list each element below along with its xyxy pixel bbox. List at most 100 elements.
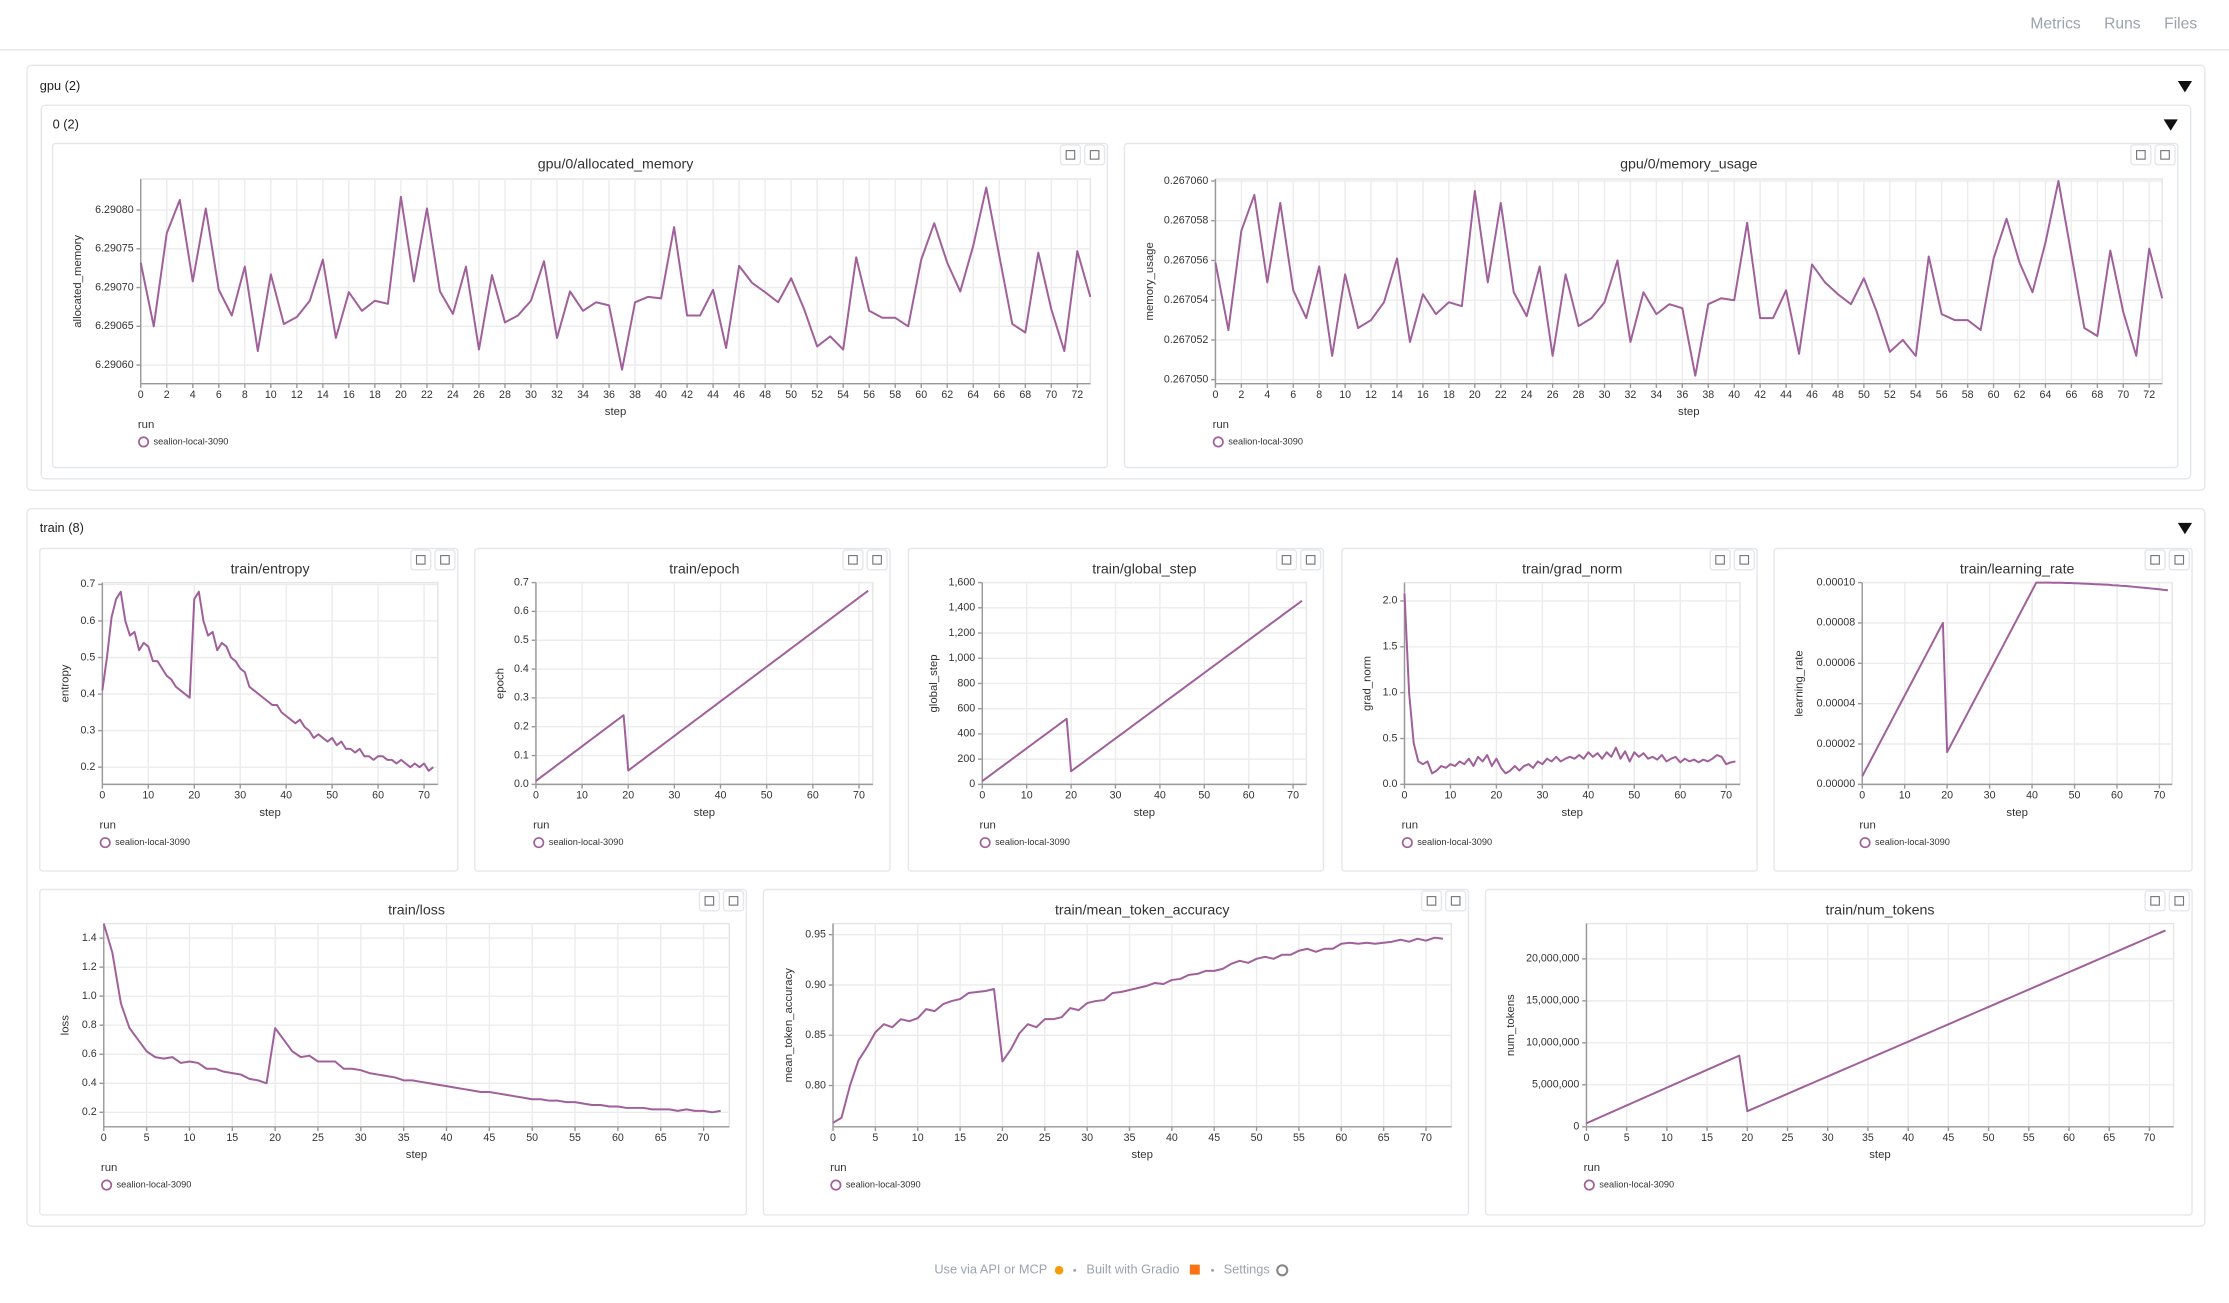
- x-tick-label: 20: [1941, 790, 1953, 802]
- fullscreen-button[interactable]: [1733, 549, 1755, 571]
- legend-label[interactable]: sealion-local-3090: [1875, 837, 1950, 847]
- nav-link[interactable]: Metrics: [2030, 15, 2081, 32]
- footer-link[interactable]: Use via API or MCP: [934, 1262, 1047, 1277]
- legend-marker[interactable]: [979, 837, 991, 849]
- x-tick-label: 45: [483, 1132, 495, 1144]
- nav-link[interactable]: Runs: [2104, 15, 2141, 32]
- chart-title: train/mean_token_accuracy: [1055, 903, 1230, 919]
- download-button[interactable]: [410, 549, 432, 571]
- legend-marker[interactable]: [138, 436, 150, 448]
- legend-title: run: [533, 820, 549, 832]
- x-tick-label: 44: [707, 389, 719, 401]
- fullscreen-button[interactable]: [1300, 549, 1322, 571]
- section-title[interactable]: gpu (2): [40, 78, 81, 93]
- y-tick-label: 1.0: [82, 990, 97, 1002]
- section-title[interactable]: train (8): [40, 520, 84, 535]
- x-tick-label: 50: [2069, 790, 2081, 802]
- x-tick-label: 15: [1701, 1132, 1713, 1144]
- x-tick-label: 60: [1335, 1132, 1347, 1144]
- legend-marker[interactable]: [1212, 436, 1224, 448]
- legend-marker[interactable]: [1859, 837, 1871, 849]
- chart-title: train/loss: [388, 903, 445, 919]
- nav-link[interactable]: Files: [2164, 15, 2197, 32]
- y-tick-label: 400: [957, 728, 975, 740]
- y-tick-label: 6.29070: [95, 281, 134, 293]
- y-tick-label: 0.1: [514, 749, 529, 761]
- x-tick-label: 6: [216, 389, 222, 401]
- legend-label[interactable]: sealion-local-3090: [117, 1180, 192, 1190]
- collapse-toggle[interactable]: [2177, 80, 2193, 93]
- fullscreen-button[interactable]: [1083, 144, 1106, 166]
- download-button[interactable]: [698, 890, 721, 912]
- fullscreen-button[interactable]: [2154, 144, 2176, 166]
- download-button[interactable]: [1275, 549, 1298, 571]
- legend-label[interactable]: sealion-local-3090: [115, 837, 190, 847]
- x-tick-label: 18: [369, 389, 381, 401]
- y-tick-label: 0.80: [805, 1079, 826, 1091]
- download-button[interactable]: [2130, 144, 2152, 166]
- x-tick-label: 10: [1021, 790, 1033, 802]
- y-tick-label: 1,600: [949, 576, 976, 588]
- y-tick-label: 5,000,000: [1532, 1079, 1579, 1091]
- download-button[interactable]: [1059, 144, 1082, 166]
- x-axis-label: step: [2006, 807, 2027, 819]
- x-tick-label: 35: [1862, 1132, 1874, 1144]
- legend-label[interactable]: sealion-local-3090: [846, 1180, 921, 1190]
- download-button[interactable]: [2144, 890, 2166, 912]
- x-tick-label: 70: [853, 790, 865, 802]
- x-tick-label: 50: [326, 790, 338, 802]
- fullscreen-button[interactable]: [2168, 890, 2190, 912]
- x-tick-label: 18: [1443, 389, 1455, 401]
- fullscreen-button[interactable]: [1445, 890, 1467, 912]
- fullscreen-button[interactable]: [434, 549, 456, 571]
- x-tick-label: 12: [291, 389, 303, 401]
- series-line: [139, 186, 1092, 371]
- legend-marker[interactable]: [99, 837, 111, 849]
- button-icon: [704, 896, 715, 906]
- y-tick-label: 200: [957, 753, 975, 765]
- x-tick-label: 24: [447, 389, 459, 401]
- legend-label[interactable]: sealion-local-3090: [549, 837, 624, 847]
- collapse-toggle[interactable]: [2177, 522, 2193, 535]
- x-tick-label: 72: [2143, 389, 2155, 401]
- download-button[interactable]: [1420, 890, 1443, 912]
- fullscreen-button[interactable]: [866, 549, 888, 571]
- footer-link[interactable]: Built with Gradio: [1086, 1262, 1179, 1277]
- y-tick-label: 0.267060: [1164, 175, 1208, 187]
- download-button[interactable]: [842, 549, 864, 571]
- x-tick-label: 10: [1661, 1132, 1673, 1144]
- legend-label[interactable]: sealion-local-3090: [154, 436, 229, 446]
- subsection-title[interactable]: 0 (2): [53, 116, 79, 131]
- legend-marker[interactable]: [1401, 837, 1413, 849]
- x-tick-label: 0: [1402, 790, 1408, 802]
- x-tick-label: 40: [1166, 1132, 1178, 1144]
- x-tick-label: 6: [1290, 389, 1296, 401]
- download-button[interactable]: [2144, 549, 2166, 571]
- y-tick-label: 0.2: [82, 1106, 97, 1118]
- legend-marker[interactable]: [830, 1179, 842, 1191]
- x-tick-label: 0: [533, 790, 539, 802]
- footer-link[interactable]: Settings: [1224, 1262, 1270, 1277]
- x-tick-label: 30: [525, 389, 537, 401]
- x-tick-label: 14: [1391, 389, 1403, 401]
- legend-label[interactable]: sealion-local-3090: [1599, 1180, 1674, 1190]
- legend-label[interactable]: sealion-local-3090: [995, 837, 1070, 847]
- fullscreen-button[interactable]: [722, 890, 745, 912]
- legend-marker[interactable]: [533, 837, 545, 849]
- x-tick-label: 30: [1536, 790, 1548, 802]
- download-button[interactable]: [1709, 549, 1731, 571]
- button-icon: [872, 555, 882, 565]
- legend-label[interactable]: sealion-local-3090: [1228, 436, 1303, 446]
- legend-marker[interactable]: [1583, 1179, 1595, 1191]
- x-tick-label: 22: [1495, 389, 1507, 401]
- fullscreen-button[interactable]: [2168, 549, 2190, 571]
- y-tick-label: 0.7: [80, 578, 95, 590]
- y-axis-label: learning_rate: [1794, 650, 1806, 716]
- y-tick-label: 1,200: [949, 627, 976, 639]
- collapse-toggle[interactable]: [2163, 119, 2178, 131]
- legend-title: run: [138, 419, 154, 431]
- legend-marker[interactable]: [101, 1179, 113, 1191]
- legend-title: run: [1584, 1162, 1600, 1174]
- legend-label[interactable]: sealion-local-3090: [1417, 837, 1492, 847]
